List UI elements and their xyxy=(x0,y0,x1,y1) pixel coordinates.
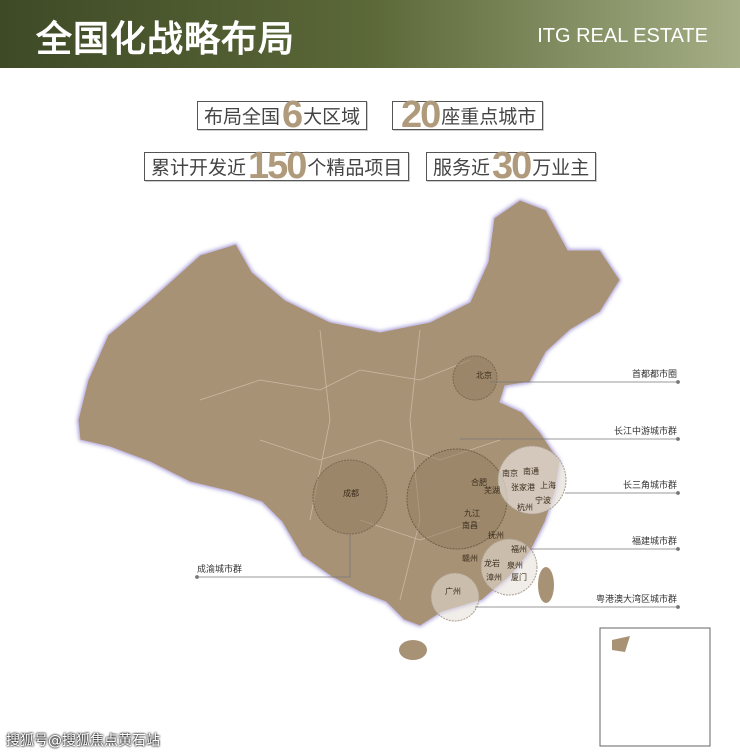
city-zhangjiagang: 张家港 xyxy=(511,482,535,492)
stat-text: 服务近 xyxy=(433,157,491,179)
label-yangtze-delta: 长三角城市群 xyxy=(623,479,677,491)
gba-circle xyxy=(430,572,480,622)
label-gba: 粤港澳大湾区城市群 xyxy=(596,593,677,605)
taiwan-island xyxy=(538,567,554,603)
stat-number: 30 xyxy=(492,145,532,187)
stat-text: 座重点城市 xyxy=(441,106,537,128)
stat-number: 150 xyxy=(248,145,307,187)
stat-number: 6 xyxy=(282,94,303,136)
city-chengdu: 成都 xyxy=(343,488,359,498)
capital-circle xyxy=(452,355,498,401)
china-mainland xyxy=(77,199,621,627)
stat-text: 累计开发近 xyxy=(151,157,247,179)
label-capital: 首都都市圈 xyxy=(632,368,677,380)
fujian-circle xyxy=(480,538,538,596)
city-ganzhou: 赣州 xyxy=(462,553,478,563)
city-xiamen: 厦门 xyxy=(511,572,527,582)
stat-text: 布局全国 xyxy=(204,106,281,128)
city-nanchang: 南昌 xyxy=(462,520,478,530)
hainan-island xyxy=(399,640,427,660)
stat-projects: 累计开发近 150 个精品项目 xyxy=(144,145,410,187)
city-nantong: 南通 xyxy=(523,466,539,476)
header-banner: 全国化战略布局 ITG REAL ESTATE xyxy=(0,0,740,68)
callout-lines xyxy=(195,380,680,609)
city-fuzhou: 福州 xyxy=(511,545,527,554)
brand-name: ITG REAL ESTATE xyxy=(537,25,708,47)
city-ningbo: 宁波 xyxy=(535,495,551,505)
stat-number: 20 xyxy=(401,94,441,136)
city-jiujiang: 九江 xyxy=(464,509,480,518)
page-title: 全国化战略布局 xyxy=(36,19,296,60)
label-yangtze-mid: 长江中游城市群 xyxy=(614,425,677,437)
city-beijing: 北京 xyxy=(476,370,492,380)
stat-cities: 20 座重点城市 xyxy=(392,94,544,136)
city-zhangzhou: 漳州 xyxy=(486,572,502,582)
stat-owners: 服务近 30 万业主 xyxy=(426,145,597,187)
city-hangzhou: 杭州 xyxy=(517,502,533,512)
city-longyan: 龙岩 xyxy=(484,558,500,568)
yangtze-delta-circle xyxy=(497,445,567,515)
stat-text: 个精品项目 xyxy=(307,157,403,179)
city-fuzhou-jx: 抚州 xyxy=(488,530,504,540)
city-hefei: 合肥 xyxy=(471,477,487,487)
city-wuhu: 芜湖 xyxy=(484,485,500,495)
label-fujian: 福建城市群 xyxy=(632,535,677,547)
city-labels: 北京 成都 南京 南通 合肥 芜湖 张家港 上海 宁波 杭州 九江 南昌 抚州 … xyxy=(343,370,556,596)
watermark: 搜狐号@搜狐焦点黄石站 xyxy=(6,733,160,749)
city-shanghai: 上海 xyxy=(540,480,556,490)
label-chengyu: 成渝城市群 xyxy=(197,563,242,575)
city-guangzhou: 广州 xyxy=(445,586,461,596)
city-quanzhou: 泉州 xyxy=(507,560,523,570)
stat-text: 万业主 xyxy=(532,157,590,179)
stat-regions: 布局全国 6 大区域 xyxy=(197,94,368,136)
stat-text: 大区域 xyxy=(303,106,361,128)
city-nanjing: 南京 xyxy=(502,468,518,478)
